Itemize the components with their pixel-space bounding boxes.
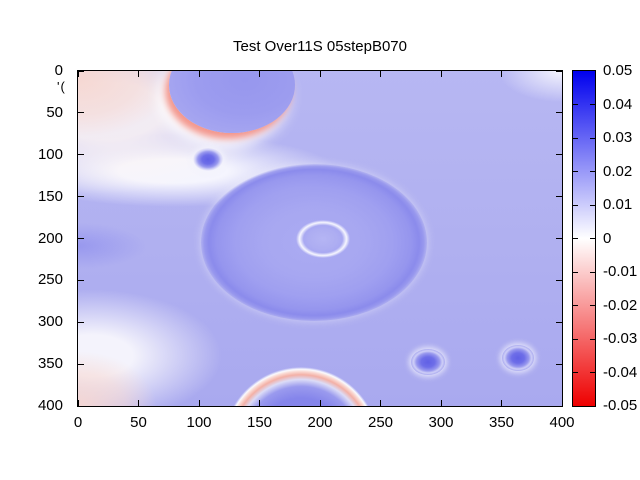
x-tick-mark xyxy=(561,71,562,77)
y-tick-mark xyxy=(556,71,562,72)
y-tick-mark xyxy=(78,363,84,365)
x-tick-label: 400 xyxy=(549,414,575,431)
x-tick-mark xyxy=(319,400,321,406)
colorbar-tick-label: -0.04 xyxy=(603,363,638,381)
x-tick-mark xyxy=(319,71,321,77)
x-tick-mark xyxy=(501,71,502,77)
y-tick-label: 250 xyxy=(37,271,63,289)
x-tick-mark xyxy=(561,400,562,406)
y-tick-mark xyxy=(78,154,84,156)
x-tick-label: 350 xyxy=(488,414,515,431)
y-tick-label: 400 xyxy=(37,397,63,414)
x-tick-mark xyxy=(198,400,200,406)
y-tick-mark xyxy=(78,71,84,72)
x-tick-label: 0 xyxy=(73,414,83,431)
x-tick-mark xyxy=(138,71,139,77)
y-tick-mark xyxy=(556,321,562,323)
y-tick-label: 200 xyxy=(37,229,63,247)
colorbar-tick-mark xyxy=(573,204,578,206)
x-tick-mark xyxy=(78,400,79,406)
colorbar-tick-mark xyxy=(590,305,595,306)
colorbar-tick-mark xyxy=(590,204,595,206)
x-tick-label: 200 xyxy=(307,414,333,431)
colorbar-tick-label: -0.01 xyxy=(603,263,638,280)
y-tick-mark xyxy=(78,279,84,281)
y-tick-mark xyxy=(78,238,84,239)
heatmap-small-blob xyxy=(193,148,223,171)
y-tick-mark xyxy=(556,363,562,365)
colorbar-tick-mark xyxy=(590,171,595,172)
y-tick-mark xyxy=(78,112,84,114)
x-tick-mark xyxy=(259,71,260,77)
y-tick-mark xyxy=(78,405,84,406)
colorbar-tick-label: 0.03 xyxy=(603,129,633,146)
x-tick-mark xyxy=(440,400,442,406)
x-tick-label: 250 xyxy=(367,414,394,431)
colorbar-tick-label: -0.05 xyxy=(603,397,638,414)
colorbar xyxy=(572,70,596,407)
heatmap-blob-b xyxy=(502,345,534,371)
x-tick-mark xyxy=(380,71,381,77)
x-tick-mark xyxy=(138,400,139,406)
colorbar-tick-mark xyxy=(573,137,578,139)
y-tick-mark xyxy=(556,405,562,406)
colorbar-tick-mark xyxy=(573,271,578,273)
colorbar-tick-mark xyxy=(590,372,595,373)
x-tick-mark xyxy=(501,400,502,406)
x-tick-label: 300 xyxy=(428,414,454,431)
colorbar-tick-label: 0.01 xyxy=(603,196,633,213)
x-tick-label: 100 xyxy=(186,414,212,431)
colorbar-tick-mark xyxy=(573,338,578,340)
colorbar-tick-mark xyxy=(590,104,595,105)
y-tick-mark xyxy=(556,238,562,239)
x-tick-mark xyxy=(198,71,200,77)
x-tick-label: 150 xyxy=(246,414,273,431)
y-tick-label: 350 xyxy=(37,355,63,373)
y-tick-label: 100 xyxy=(37,145,63,163)
colorbar-tick-label: 0.05 xyxy=(603,62,633,79)
colorbar-tick-mark xyxy=(573,171,578,172)
colorbar-tick-mark xyxy=(573,104,578,105)
x-tick-label: 50 xyxy=(130,414,147,431)
y-tick-mark xyxy=(556,196,562,198)
x-tick-mark xyxy=(380,400,381,406)
y-tick-label: 300 xyxy=(37,313,63,331)
stray-label: '( xyxy=(57,79,66,94)
x-tick-mark xyxy=(259,400,260,406)
heatmap-center-ring xyxy=(296,220,350,258)
colorbar-tick-mark xyxy=(590,137,595,139)
y-tick-label: 50 xyxy=(46,103,63,121)
y-tick-mark xyxy=(556,154,562,156)
colorbar-tick-mark xyxy=(590,338,595,340)
y-tick-mark xyxy=(78,196,84,198)
colorbar-tick-label: -0.02 xyxy=(603,296,638,314)
chart-title: Test Over11S 05stepB070 xyxy=(233,38,407,55)
heatmap-blob-a xyxy=(411,349,445,375)
y-tick-label: 150 xyxy=(37,187,63,205)
colorbar-tick-mark xyxy=(590,238,595,239)
y-tick-mark xyxy=(556,279,562,281)
colorbar-tick-label: 0.02 xyxy=(603,162,633,180)
y-tick-mark xyxy=(78,321,84,323)
y-tick-label: 0 xyxy=(54,62,63,79)
colorbar-tick-mark xyxy=(573,238,578,239)
y-tick-mark xyxy=(556,112,562,114)
x-tick-mark xyxy=(440,71,442,77)
colorbar-tick-mark xyxy=(590,271,595,273)
colorbar-tick-label: -0.03 xyxy=(603,330,638,347)
plot-area xyxy=(77,70,563,407)
colorbar-tick-label: 0.04 xyxy=(603,95,633,113)
colorbar-tick-label: 0 xyxy=(603,229,612,247)
x-tick-mark xyxy=(78,71,79,77)
colorbar-tick-mark xyxy=(573,305,578,306)
colorbar-tick-mark xyxy=(573,372,578,373)
